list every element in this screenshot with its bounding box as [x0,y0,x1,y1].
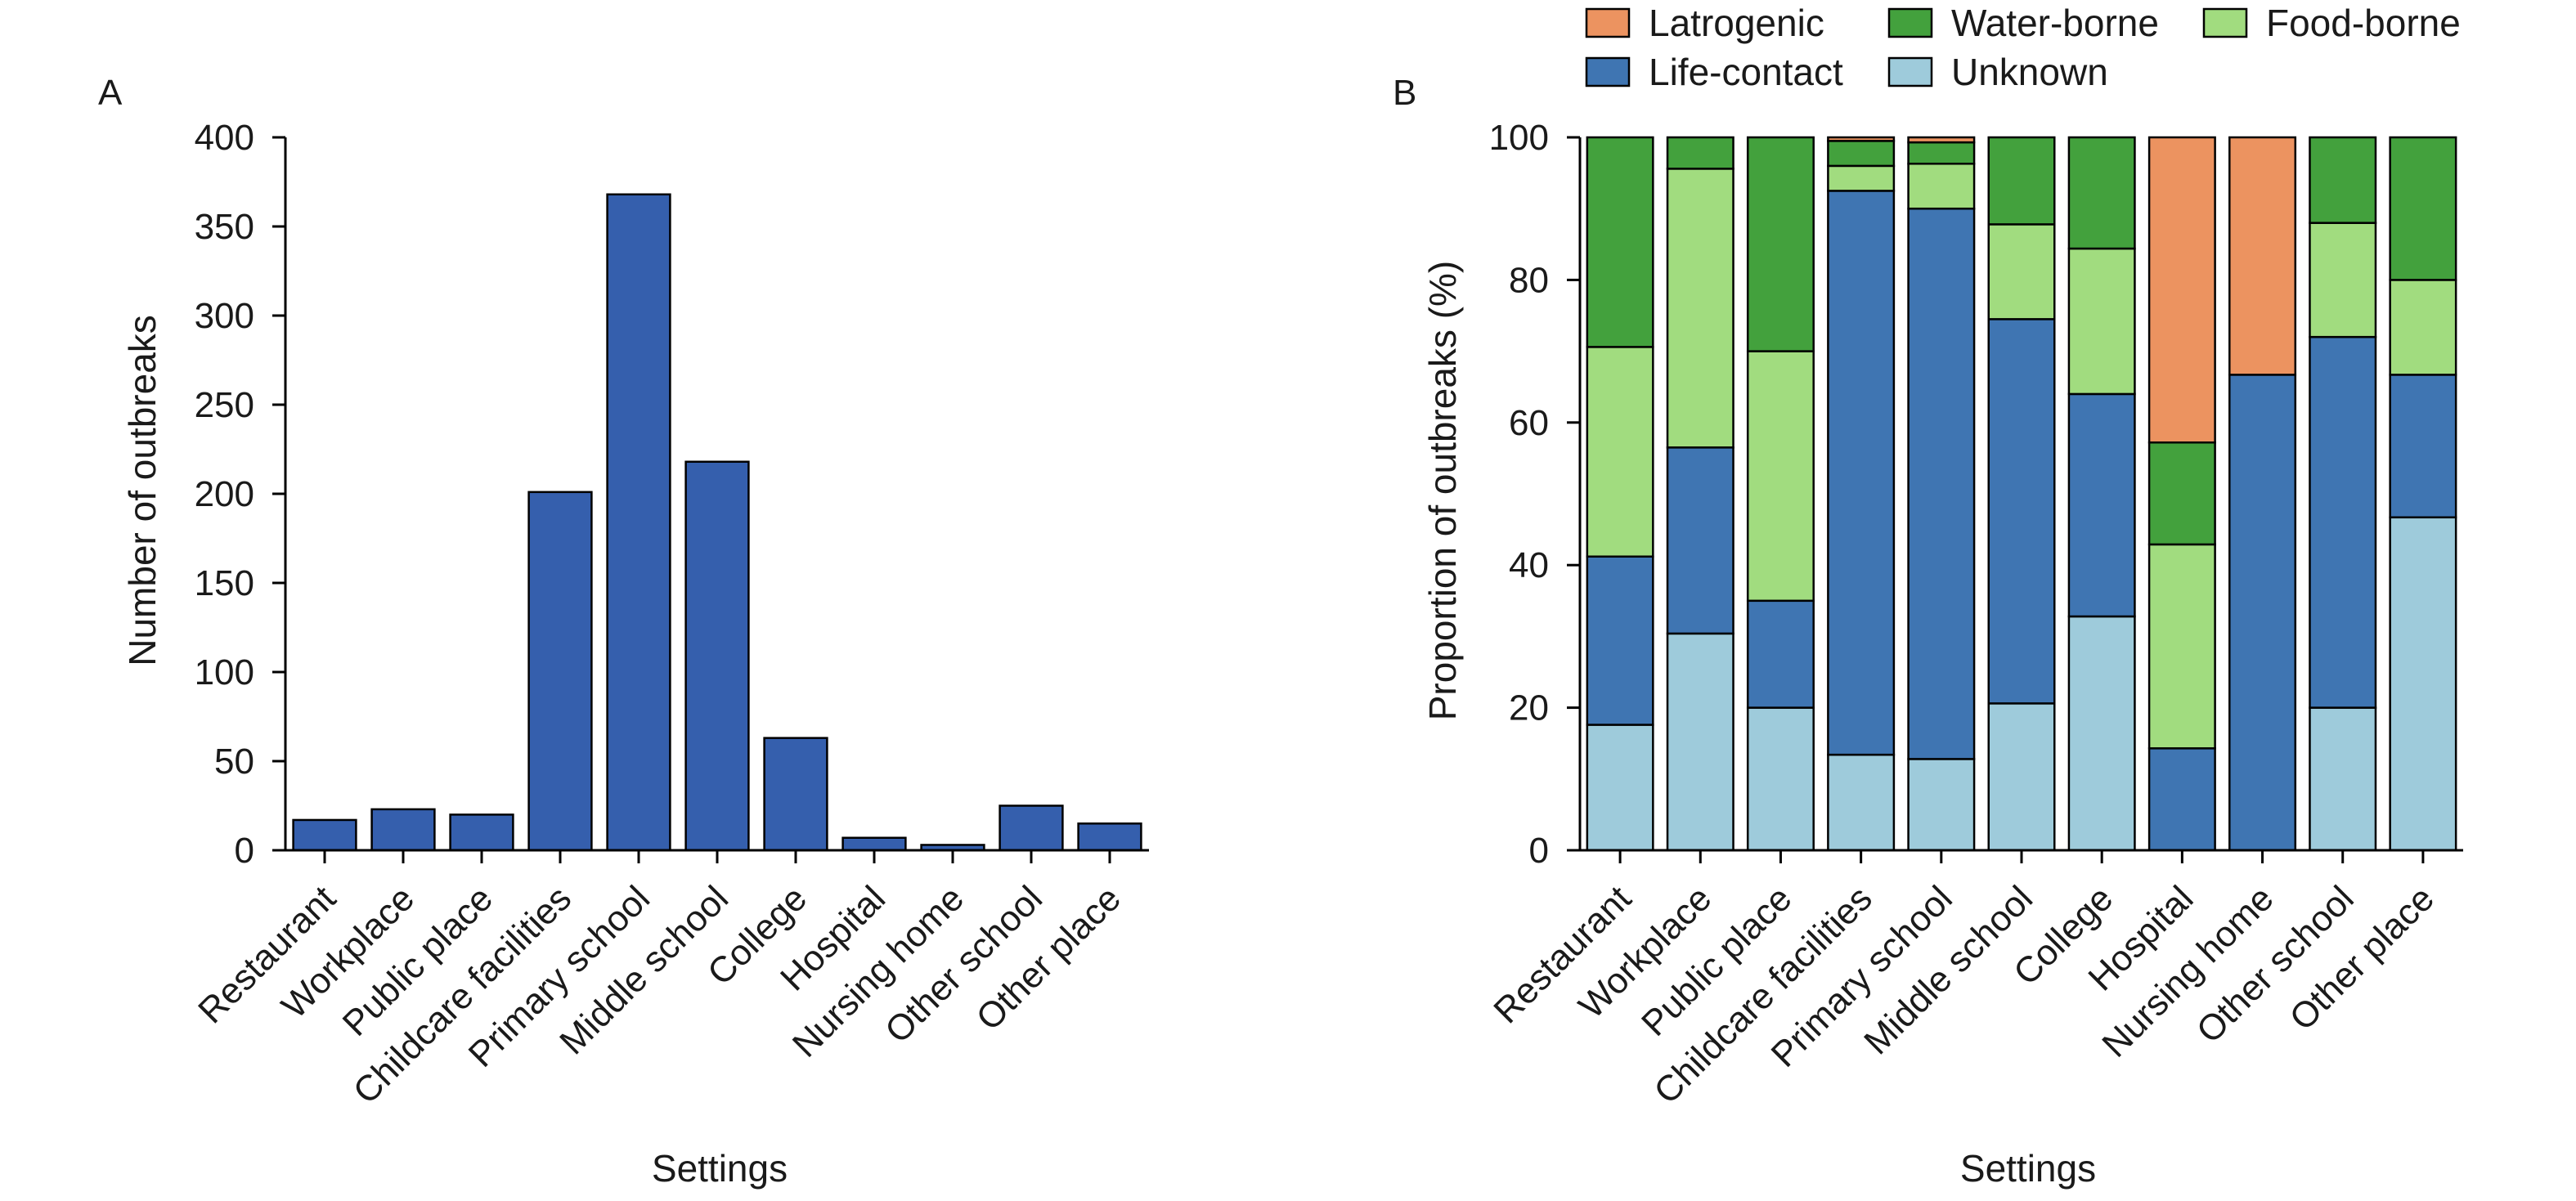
panel-a-bar-primary-school [606,193,671,852]
panel-b-segment-other-place-water-borne [2389,136,2457,281]
panel-b-segment-college-food-borne [2067,247,2136,396]
panel-b-segment-childcare-facilities-water-borne [1827,140,1896,168]
panel-b-x-axis-title: Settings [1960,1147,2096,1190]
legend-swatch-life-contact [1585,56,1631,87]
panel-a-y-tick-label: 300 [195,296,254,336]
panel-b-segment-hospital-life-contact [2147,747,2216,852]
panel-b-segment-other-school-life-contact [2309,335,2377,709]
panel-b-segment-primary-school-life-contact [1907,207,1976,760]
panel-b-segment-primary-school-unknown [1907,758,1976,852]
panel-b-segment-other-place-food-borne [2389,279,2457,376]
legend-label-water-borne: Water-borne [1951,2,2159,44]
panel-b-y-tick-label: 40 [1509,545,1549,585]
panel-b-segment-nursing-home-latrogenic [2228,136,2297,376]
panel-a-bar-restaurant [292,818,357,852]
panel-b-segment-middle-school-life-contact [1987,318,2056,705]
panel-b-y-tick-label: 80 [1509,260,1549,300]
panel-a-bar-childcare-facilities [527,491,593,852]
panel-a-bars [292,193,1142,852]
panel-a-y-tick-label: 150 [195,563,254,603]
panel-b-segment-primary-school-water-borne [1907,141,1976,165]
legend-label-food-borne: Food-borne [2266,2,2461,44]
panel-a-y-tick-label: 0 [235,831,254,871]
legend-label-life-contact: Life-contact [1649,51,1843,93]
panel-b-segment-workplace-water-borne [1666,136,1735,170]
panel-a-bar-hospital [841,836,907,852]
panel-a-bar-workplace [370,808,436,852]
panel-b-segment-public-place-unknown [1746,706,1815,852]
legend-label-unknown: Unknown [1951,51,2108,93]
panel-a-bar-college [763,737,828,852]
panel-b-segment-restaurant-unknown [1586,724,1654,852]
legend-swatch-unknown [1887,56,1933,87]
panel-b-segment-nursing-home-life-contact [2228,374,2297,852]
panel-b-segment-public-place-food-borne [1746,350,1815,603]
panel-b-legend: Latrogenic Water-borne Food-borne Life-cont… [1585,2,2461,93]
panel-b-segment-childcare-facilities-food-borne [1827,164,1896,192]
panel-b-segment-college-water-borne [2067,136,2136,250]
panel-b-segment-middle-school-water-borne [1987,136,2056,226]
panel-b-segment-other-school-unknown [2309,706,2377,852]
panel-b-y-axis-title: Proportion of outbreaks (%) [1421,261,1464,721]
panel-b-segment-middle-school-unknown [1987,702,2056,852]
panel-a-bar-public-place [449,813,514,852]
panel-b-segment-middle-school-food-borne [1987,223,2056,320]
panel-b-segment-other-place-life-contact [2389,374,2457,519]
panel-a-y-tick-label: 250 [195,385,254,425]
panel-b-bars [1586,136,2457,852]
legend-swatch-latrogenic [1585,7,1631,38]
legend-swatch-food-borne [2202,7,2248,38]
panel-b-segment-workplace-unknown [1666,632,1735,852]
panel-a-y-tick-label: 200 [195,474,254,514]
panel-b-segment-workplace-life-contact [1666,446,1735,635]
panel-a-letter: A [98,73,123,113]
panel-b-y-tick-label: 20 [1509,688,1549,728]
panel-b-segment-childcare-facilities-life-contact [1827,190,1896,756]
panel-b-segment-hospital-water-borne [2147,441,2216,546]
panel-b-segment-primary-school-food-borne [1907,163,1976,210]
panel-b-segment-childcare-facilities-unknown [1827,753,1896,852]
panel-a-y-tick-label: 400 [195,118,254,158]
legend-label-latrogenic: Latrogenic [1649,2,1824,44]
panel-b-segment-restaurant-life-contact [1586,555,1654,726]
panel-b-y-ticks: 0 20 40 60 80 100 [1489,118,1580,871]
panel-b-y-tick-label: 100 [1489,118,1549,158]
panel-b-segment-primary-school-latrogenic [1907,136,1976,144]
panel-a-y-ticks: 0 50 100 150 200 250 300 350 400 [195,118,285,871]
panel-a-bar-middle-school [684,460,750,852]
panel-b-segment-college-unknown [2067,615,2136,852]
panel-b-segment-workplace-food-borne [1666,168,1735,449]
panel-b-segment-restaurant-water-borne [1586,136,1654,348]
panel-b-segment-college-life-contact [2067,392,2136,618]
panel-b-segment-hospital-food-borne [2147,543,2216,750]
panel-b-segment-other-place-unknown [2389,516,2457,852]
panel-b-segment-childcare-facilities-latrogenic [1827,136,1896,142]
panel-a-y-tick-label: 100 [195,652,254,692]
panel-a-bar-other-place [1077,822,1142,852]
panel-b-segment-hospital-latrogenic [2147,136,2216,444]
panel-b-y-tick-label: 60 [1509,403,1549,443]
panel-b-segment-other-school-food-borne [2309,222,2377,338]
panel-b-segment-other-school-water-borne [2309,136,2377,224]
panel-a-x-axis-title: Settings [652,1147,788,1190]
panel-b-segment-public-place-life-contact [1746,599,1815,709]
panel-b-segment-public-place-water-borne [1746,136,1815,352]
panel-b-letter: B [1393,73,1416,113]
panel-b-segment-restaurant-food-borne [1586,346,1654,558]
panel-a-bar-other-school [999,804,1064,852]
panel-a-y-tick-label: 350 [195,207,254,247]
panel-b-y-tick-label: 0 [1529,831,1549,871]
legend-swatch-water-borne [1887,7,1933,38]
panel-a-y-tick-label: 50 [214,742,254,782]
panel-a-y-axis-title: Number of outbreaks [121,315,164,666]
